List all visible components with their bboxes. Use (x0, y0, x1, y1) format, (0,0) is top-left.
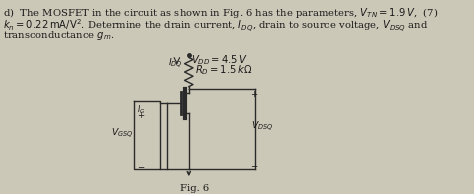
Text: $V_{DD} = 4.5\,V$: $V_{DD} = 4.5\,V$ (191, 54, 248, 67)
Text: $-$: $-$ (250, 161, 258, 170)
Text: transconductance $g_m$.: transconductance $g_m$. (3, 29, 115, 42)
Text: $-$: $-$ (137, 162, 145, 171)
Text: $R_D = 1.5\,k\Omega$: $R_D = 1.5\,k\Omega$ (195, 63, 252, 77)
Text: +: + (250, 90, 257, 99)
Text: +: + (137, 111, 144, 120)
Text: d)  The MOSFET in the circuit as shown in Fig. 6 has the parameters, $V_{TN} = 1: d) The MOSFET in the circuit as shown in… (3, 6, 438, 20)
Text: Fig. 6: Fig. 6 (180, 184, 210, 193)
Text: $k_n = 0.22\,\mathrm{mA/V^2}$. Determine the drain current, $I_{DQ}$, drain to s: $k_n = 0.22\,\mathrm{mA/V^2}$. Determine… (3, 17, 429, 34)
Text: $V_{DSQ}$: $V_{DSQ}$ (251, 119, 273, 133)
Text: $I_G$: $I_G$ (137, 103, 145, 116)
Text: $V_{GSQ}$: $V_{GSQ}$ (110, 126, 133, 140)
Text: $I_{DQ}$: $I_{DQ}$ (168, 56, 183, 70)
